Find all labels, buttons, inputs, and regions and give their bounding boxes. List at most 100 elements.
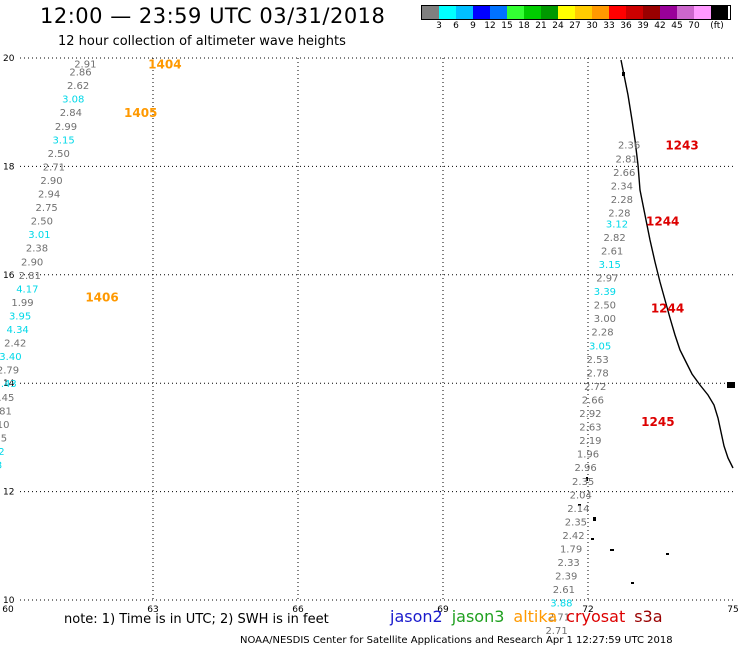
wave-height-point: 2.75 (36, 203, 58, 214)
color-swatch (660, 6, 677, 19)
x-tick-label: 63 (147, 605, 158, 615)
color-swatch (694, 6, 711, 19)
wave-height-point: 2.61 (601, 246, 623, 257)
satellite-s3a: s3a (634, 607, 663, 626)
credit-line: NOAA/NESDIS Center for Satellite Applica… (240, 635, 673, 646)
wave-height-point: 2.39 (555, 572, 577, 583)
island (622, 72, 625, 76)
wave-height-point: 2.90 (21, 257, 43, 268)
wave-height-point: 2.96 (574, 463, 596, 474)
axis-tick-labels: 60 63 66 69 72 75 10 12 14 16 18 20 (2, 54, 738, 615)
color-legend: 3 6 9 12 15 18 21 24 27 30 33 36 39 42 45 70 (ft) (421, 5, 731, 34)
y-tick-label: 14 (3, 379, 15, 389)
island (610, 549, 614, 551)
color-legend-label: 42 (654, 21, 666, 31)
x-tick-label: 69 (437, 605, 449, 615)
x-tick-label: 60 (2, 605, 14, 615)
y-tick-label: 12 (3, 488, 14, 498)
wave-height-point: 2.97 (596, 274, 618, 285)
wave-height-point: 2.34 (611, 181, 633, 192)
wave-height-point: 2.42 (562, 531, 584, 542)
satellite-legend: jason2 jason3 altika cryosat s3a (390, 607, 672, 626)
color-swatch (711, 6, 728, 19)
wave-height-points: 2.912.86 2.62 3.08 2.84 2.99 3.15 2.50 2.71 2.90… (0, 59, 640, 636)
color-legend-label: 15 (501, 21, 513, 31)
color-legend-label: 70 (688, 21, 700, 31)
units-note: note: 1) Time is in UTC; 2) SWH is in fe… (64, 612, 329, 627)
wave-height-point: 4.34 (7, 325, 29, 336)
island (578, 504, 581, 506)
wave-height-point: 2.04 (570, 490, 592, 501)
coastline-path (620, 59, 734, 469)
color-swatch (575, 6, 592, 19)
wave-height-point: 3.43 (0, 379, 17, 390)
island (631, 582, 634, 584)
color-legend-label: 33 (603, 21, 615, 31)
wave-height-point: 2.35 (565, 517, 587, 528)
wave-height-point: 2.92 (579, 409, 601, 420)
color-legend-label: 9 (470, 21, 476, 31)
color-swatch (592, 6, 609, 19)
wave-height-point: 2.62 (67, 81, 89, 92)
wave-height-point: 3.05 (589, 341, 611, 352)
wave-height-point: 2.71 (43, 162, 65, 173)
color-swatch (677, 6, 694, 19)
color-legend-label: 30 (586, 21, 598, 31)
color-swatch (626, 6, 643, 19)
satellite-cryosat: cryosat (566, 607, 626, 626)
wave-height-point: 2.38 (26, 244, 48, 255)
color-swatch (524, 6, 541, 19)
wave-height-point: 2.28 (591, 328, 613, 339)
island (586, 477, 588, 481)
grid-lines (20, 57, 733, 601)
wave-height-point: 3.00 (594, 314, 616, 325)
wave-height-point: 2.81 (616, 154, 638, 165)
color-legend-label: (ft) (710, 21, 724, 31)
island (666, 553, 669, 555)
color-legend-label: 45 (671, 21, 683, 31)
color-swatch (558, 6, 575, 19)
y-tick-label: 16 (3, 271, 15, 281)
wave-height-point: 2.50 (31, 217, 53, 228)
color-legend-label: 27 (569, 21, 581, 31)
wave-height-point: 4.17 (16, 284, 38, 295)
wave-height-point: 2.53 (587, 355, 609, 366)
wave-height-point: 2.33 (558, 558, 580, 569)
wave-height-point: 2.63 (579, 423, 601, 434)
wave-height-point: 2.28 (611, 195, 633, 206)
color-swatch (456, 6, 473, 19)
color-swatch (507, 6, 524, 19)
y-tick-label: 20 (3, 54, 15, 64)
track-label: 1243 (665, 139, 698, 153)
wave-height-point: 2.78 (587, 368, 609, 379)
wave-height-point: 3.12 (606, 219, 628, 230)
track-label: 1405 (124, 106, 157, 120)
wave-height-point: 3.40 (0, 352, 22, 363)
wave-height-point: 2.91 (74, 59, 96, 70)
wave-height-point: 2.72 (584, 382, 606, 393)
wave-height-point: 2.94 (38, 190, 60, 201)
wave-height-point: 2.82 (603, 233, 625, 244)
satellite-jason3: jason3 (451, 607, 505, 626)
wave-height-point: 2.90 (40, 176, 62, 187)
wave-height-point: 3.01 (28, 230, 50, 241)
color-legend-label: 24 (552, 21, 564, 31)
color-legend-label: 3 (436, 21, 442, 31)
wave-height-point: 2.99 (55, 122, 77, 133)
track-label: 1404 (148, 57, 181, 71)
wave-height-point: 1.79 (560, 545, 582, 556)
wave-height-point: 2.75 (0, 433, 7, 444)
x-tick-label: 72 (582, 605, 593, 615)
color-swatch (490, 6, 507, 19)
wave-height-point: 3.12 (0, 447, 5, 458)
wave-height-point: 3.39 (594, 287, 616, 298)
wave-height-point: 2.10 (0, 420, 9, 431)
satellite-altika: altika (513, 607, 558, 626)
color-legend-label: 18 (518, 21, 530, 31)
color-legend-label: 6 (453, 21, 459, 31)
wave-height-point: 2.14 (567, 504, 589, 515)
color-swatches (421, 5, 731, 20)
color-legend-label: 12 (484, 21, 496, 31)
wave-height-point: 2.86 (69, 68, 91, 79)
color-swatch (473, 6, 490, 19)
